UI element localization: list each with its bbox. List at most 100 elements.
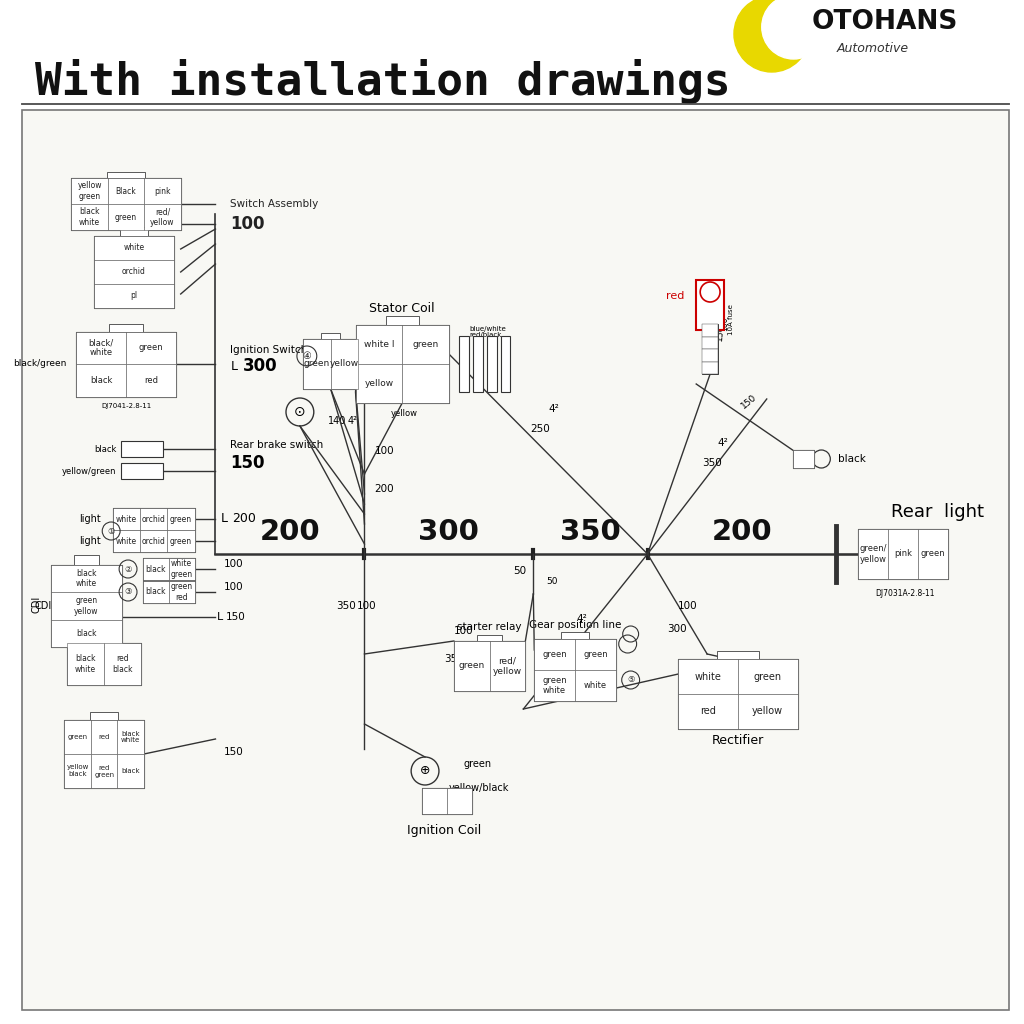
Bar <box>114 530 195 552</box>
Text: 4²: 4² <box>577 614 587 624</box>
Text: ④: ④ <box>302 351 311 361</box>
Text: 300: 300 <box>244 357 278 375</box>
Text: Ignition Coil: Ignition Coil <box>407 824 481 837</box>
Text: 300: 300 <box>566 636 586 646</box>
Text: 50: 50 <box>513 566 526 575</box>
Text: CDI: CDI <box>32 595 42 612</box>
Text: 150: 150 <box>225 612 245 622</box>
Bar <box>50 620 122 647</box>
Bar <box>118 754 144 788</box>
Text: green: green <box>170 514 193 523</box>
Bar <box>126 364 176 396</box>
Text: Gear position line: Gear position line <box>528 620 622 630</box>
Bar <box>575 670 615 701</box>
Bar <box>94 284 174 308</box>
Text: black: black <box>122 768 140 774</box>
Text: white: white <box>694 672 722 682</box>
Bar <box>90 712 118 720</box>
Bar <box>501 336 511 392</box>
Text: white: white <box>116 537 137 546</box>
Bar <box>94 260 174 284</box>
Bar <box>322 333 340 339</box>
Bar <box>109 324 143 332</box>
Bar <box>793 450 814 468</box>
Bar <box>143 581 195 603</box>
Text: red
black: red black <box>113 654 133 674</box>
Bar <box>454 641 525 691</box>
Text: black: black <box>94 444 116 454</box>
Bar <box>50 565 122 592</box>
Text: 50: 50 <box>546 577 558 586</box>
Bar <box>65 720 91 754</box>
Text: starter relay: starter relay <box>458 622 522 632</box>
Bar <box>91 638 118 643</box>
Bar <box>678 659 738 694</box>
Text: yellow: yellow <box>753 707 783 717</box>
Bar <box>477 635 502 641</box>
Bar <box>77 332 176 396</box>
Text: white: white <box>124 244 144 253</box>
Bar <box>143 581 169 603</box>
Bar <box>402 364 449 403</box>
Text: white: white <box>584 681 607 690</box>
Bar <box>114 508 195 530</box>
Bar <box>74 555 99 565</box>
Bar <box>702 324 718 337</box>
Text: red: red <box>666 291 684 301</box>
Text: OTOHANS: OTOHANS <box>811 9 957 35</box>
Text: black
white: black white <box>121 730 140 743</box>
Text: 100: 100 <box>223 559 243 569</box>
Bar <box>793 450 814 468</box>
Bar <box>91 754 118 788</box>
Bar <box>22 110 1009 1010</box>
Text: black
white: black white <box>76 569 97 589</box>
Text: Rear  light: Rear light <box>891 503 984 521</box>
Bar <box>858 529 888 579</box>
Bar <box>402 325 449 364</box>
Text: black: black <box>839 454 866 464</box>
Text: red/
yellow: red/ yellow <box>493 656 522 676</box>
Text: 100: 100 <box>454 626 473 636</box>
Bar <box>678 659 798 729</box>
Bar <box>168 508 195 530</box>
Bar <box>696 280 724 330</box>
Text: green: green <box>413 340 438 349</box>
Text: 350: 350 <box>337 601 356 611</box>
Text: 150: 150 <box>230 454 265 472</box>
Text: CDI: CDI <box>34 601 51 611</box>
Text: blue/white
red/black: blue/white red/black <box>470 326 507 339</box>
Bar <box>386 315 419 325</box>
Text: ⑤: ⑤ <box>627 676 635 684</box>
Text: 250: 250 <box>530 424 550 434</box>
Bar <box>575 639 615 670</box>
Text: black/green: black/green <box>13 359 67 369</box>
Bar <box>422 788 472 814</box>
Bar <box>72 204 108 230</box>
Text: green: green <box>543 650 567 659</box>
Bar <box>918 529 947 579</box>
Text: white: white <box>116 514 137 523</box>
Text: Ignition Switch: Ignition Switch <box>230 345 307 355</box>
Bar <box>50 565 122 647</box>
Text: ②: ② <box>124 564 132 573</box>
Bar <box>355 325 449 403</box>
Bar <box>77 364 126 396</box>
Bar <box>50 592 122 620</box>
Text: DJ7031A-2.8-11: DJ7031A-2.8-11 <box>876 589 935 598</box>
Text: yellow
green: yellow green <box>78 181 102 201</box>
Bar <box>678 694 738 729</box>
Text: 100: 100 <box>677 601 697 611</box>
Text: 200: 200 <box>260 518 321 546</box>
Text: red: red <box>98 734 110 740</box>
Bar <box>140 508 168 530</box>
Text: 100: 100 <box>375 446 394 456</box>
Bar <box>120 227 147 236</box>
Bar <box>702 361 718 374</box>
Text: 100: 100 <box>356 601 376 611</box>
Text: light: light <box>80 514 101 524</box>
Bar <box>535 639 575 670</box>
Bar <box>126 332 176 364</box>
Text: Automotive: Automotive <box>837 43 908 55</box>
Bar <box>114 508 140 530</box>
Bar <box>473 336 482 392</box>
